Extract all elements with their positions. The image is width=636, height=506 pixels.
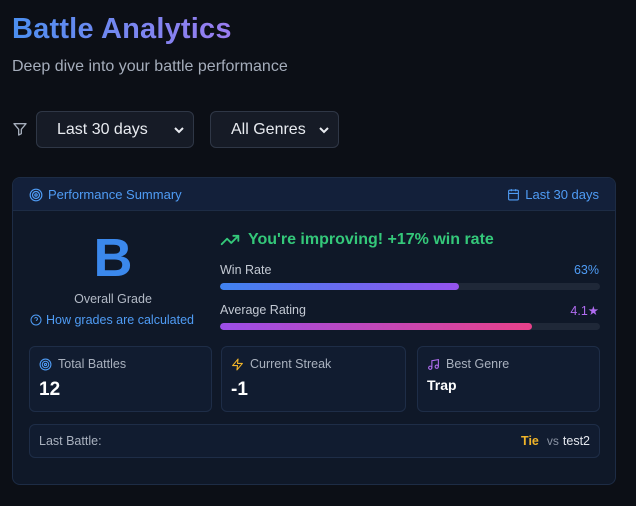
target-icon	[39, 358, 52, 370]
opponent-name: test2	[562, 434, 590, 448]
win-rate-bar	[220, 283, 600, 290]
battle-result-badge: Tie	[521, 434, 539, 448]
best-genre-card: Best Genre Trap	[417, 346, 600, 412]
last-battle-row[interactable]: Last Battle: Tie vs test2	[29, 424, 600, 458]
performance-summary-title: Performance Summary	[48, 187, 182, 202]
total-battles-card: Total Battles 12	[29, 346, 212, 412]
average-rating-bar	[220, 323, 600, 330]
performance-summary-heading: Performance Summary	[29, 187, 182, 202]
filter-icon	[13, 123, 27, 136]
trend-text: You're improving! +17% win rate	[248, 231, 494, 248]
genre-select[interactable]: All Genres	[210, 111, 339, 148]
page-title: Battle Analytics	[12, 10, 232, 48]
overall-grade-label: Overall Grade	[74, 292, 152, 306]
win-rate-value: 63%	[573, 263, 599, 277]
chevron-down-icon	[319, 127, 329, 134]
current-streak-header: Current Streak	[231, 357, 331, 371]
best-genre-label: Best Genre	[446, 357, 510, 371]
best-genre-value: Trap	[427, 377, 457, 393]
trending-up-icon	[220, 234, 240, 246]
versus-text: vs	[546, 434, 559, 448]
last-battle-result: Tie vs test2	[521, 434, 590, 448]
current-streak-label: Current Streak	[250, 357, 332, 371]
last-battle-label: Last Battle:	[39, 434, 102, 448]
total-battles-label: Total Battles	[58, 357, 127, 371]
target-icon	[29, 188, 43, 201]
current-streak-card: Current Streak -1	[221, 346, 406, 412]
calendar-icon	[508, 189, 520, 201]
lightning-icon	[232, 358, 243, 370]
current-streak-value: -1	[231, 379, 248, 400]
period-select-value: Last 30 days	[57, 120, 148, 138]
win-rate-fill	[220, 283, 460, 290]
help-circle-icon	[30, 314, 42, 326]
genre-select-value: All Genres	[231, 120, 306, 138]
trend-message: You're improving! +17% win rate	[220, 230, 494, 250]
total-battles-header: Total Battles	[39, 357, 126, 371]
average-rating-label: Average Rating	[220, 303, 306, 317]
average-rating-fill	[220, 323, 532, 330]
best-genre-header: Best Genre	[427, 357, 509, 371]
period-select[interactable]: Last 30 days	[36, 111, 194, 148]
win-rate-label: Win Rate	[220, 263, 272, 277]
overall-grade: B	[93, 228, 133, 288]
period-indicator-label: Last 30 days	[525, 187, 599, 202]
grade-help-text: How grades are calculated	[46, 313, 194, 327]
performance-summary-card: Performance Summary Last 30 days B Overa…	[12, 177, 616, 485]
total-battles-value: 12	[39, 379, 61, 400]
chevron-down-icon	[174, 127, 184, 134]
period-indicator: Last 30 days	[507, 187, 599, 202]
average-rating-value: 4.1★	[570, 304, 599, 318]
page-subtitle: Deep dive into your battle performance	[12, 58, 288, 75]
grade-help-link[interactable]: How grades are calculated	[30, 313, 194, 327]
card-header: Performance Summary Last 30 days	[13, 178, 615, 211]
music-note-icon	[428, 358, 439, 370]
